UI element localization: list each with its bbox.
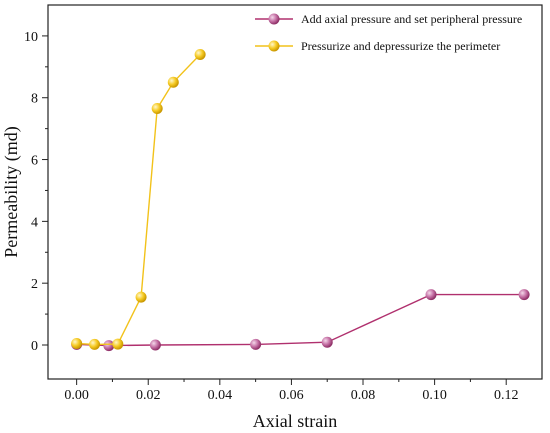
data-point	[71, 337, 83, 349]
data-point	[250, 338, 262, 350]
y-axis: 0 2 4 6 8 10	[24, 30, 48, 354]
x-tick-label: 0.04	[208, 388, 233, 403]
x-tick-label: 0.06	[279, 388, 304, 403]
data-point	[103, 340, 115, 352]
data-point	[149, 339, 161, 351]
data-point	[167, 76, 179, 88]
x-axis: 0.00 0.02 0.04 0.06 0.08 0.10 0.12	[64, 379, 518, 403]
y-tick-label: 2	[31, 277, 38, 292]
legend-marker	[268, 40, 280, 52]
data-point	[135, 291, 147, 303]
legend-label: Add axial pressure and set peripheral pr…	[301, 12, 522, 26]
legend-entry-2: Pressurize and depressurize the perimete…	[255, 39, 500, 53]
x-tick-label: 0.10	[422, 388, 447, 403]
legend-entry-1: Add axial pressure and set peripheral pr…	[255, 12, 522, 26]
x-tick-label: 0.02	[136, 388, 161, 403]
x-axis-title: Axial strain	[253, 411, 337, 431]
x-tick-label: 0.12	[494, 388, 519, 403]
data-point	[321, 336, 333, 348]
y-tick-label: 0	[31, 339, 38, 354]
plot-frame	[47, 4, 543, 380]
x-tick-label: 0.00	[64, 388, 89, 403]
y-tick-label: 8	[31, 92, 38, 107]
data-point	[151, 103, 163, 115]
series-2	[71, 48, 206, 350]
y-tick-label: 4	[31, 215, 38, 230]
data-point	[112, 338, 124, 350]
y-tick-label: 10	[24, 30, 38, 45]
data-point	[89, 338, 101, 350]
y-tick-label: 6	[31, 154, 38, 169]
data-point	[518, 289, 530, 301]
x-tick-label: 0.08	[351, 388, 376, 403]
series-layer	[71, 48, 530, 352]
series-line	[76, 293, 525, 347]
y-axis-title: Permeability (md)	[1, 126, 22, 257]
data-point	[194, 48, 206, 60]
legend: Add axial pressure and set peripheral pr…	[255, 12, 522, 53]
data-point	[425, 289, 437, 301]
legend-marker	[268, 13, 280, 25]
legend-label: Pressurize and depressurize the perimete…	[301, 39, 500, 53]
